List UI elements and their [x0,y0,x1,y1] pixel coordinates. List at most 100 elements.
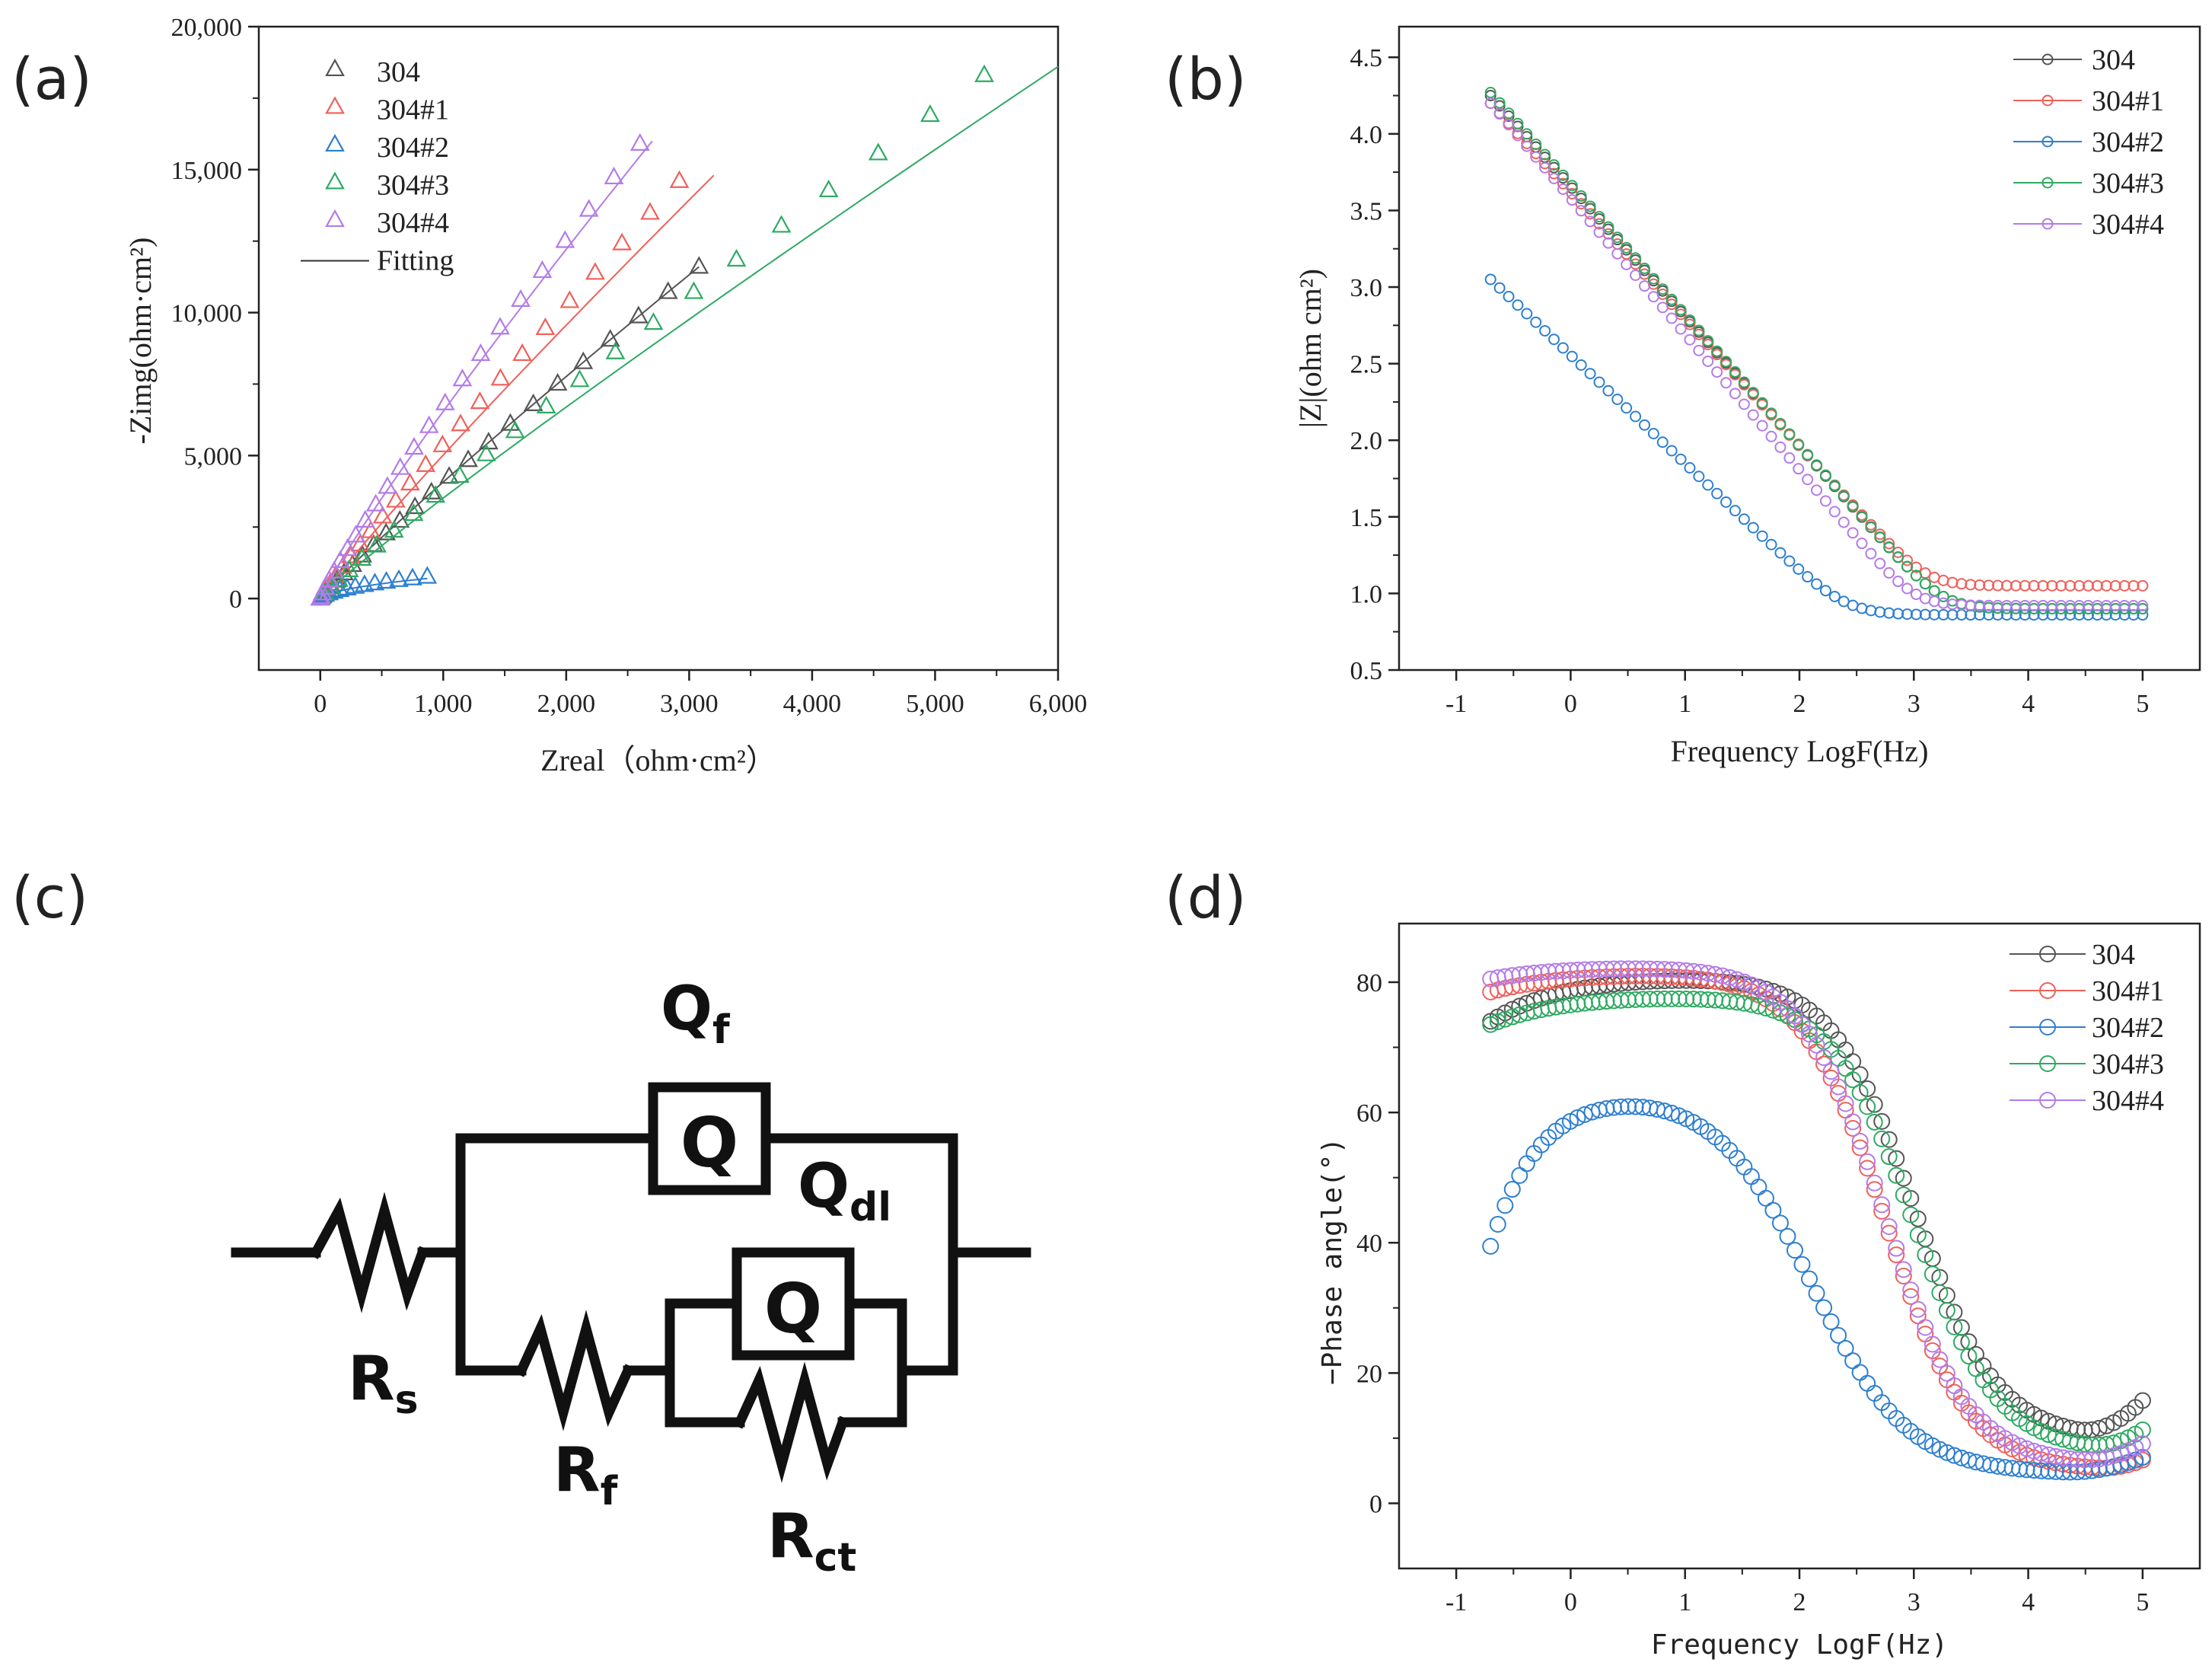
point-304-3 [1656,283,1669,295]
y-axis-title: -Zimg(ohm·cm²) [123,238,158,445]
point-304-4 [1895,1261,1912,1278]
legend-label: 304#4 [377,207,449,239]
legend-marker [2039,1055,2056,1072]
point-304-4 [1656,302,1669,314]
point-304-3 [1866,1113,1883,1131]
point-304-2 [1811,578,1823,590]
point-304-2 [1771,1214,1789,1232]
point-304-4 [2011,1437,2029,1454]
fit-line-304-3 [320,65,1059,599]
point-304-4 [2037,599,2049,611]
point-304-4 [2000,599,2013,611]
point-304-4 [1539,161,1551,174]
point-304-2 [1638,419,1650,431]
point-304-2 [1602,384,1614,397]
point-304-4 [1584,215,1596,228]
label-qdl: Qdl [798,1150,891,1230]
x-tick-label: 5 [2136,1588,2149,1616]
point-304-2 [403,567,422,586]
point-304-4 [1965,599,1977,611]
point-304-2 [1938,1444,1955,1461]
point-304-3 [1880,1148,1898,1166]
point-304-2 [1675,453,1687,465]
point-304-4 [1865,547,1877,560]
point-304-1 [1837,1102,1854,1119]
point-304-3 [1937,590,1949,602]
point-304-3 [1702,335,1714,347]
point-304-2 [1865,605,1877,617]
y-tick-label: 15,000 [171,157,243,185]
x-tick-label: 1 [1678,690,1691,718]
point-304-4 [1774,441,1786,453]
point-304-2 [1647,428,1659,440]
point-304-4 [1837,516,1850,528]
point-304-3 [2134,1422,2151,1439]
point-304-1 [1702,338,1714,350]
point-304-2 [1851,1364,1869,1381]
point-304-3 [1851,1083,1869,1101]
point-304-4 [1783,452,1796,464]
point-304-1 [669,170,690,188]
point-304-2 [1530,316,1542,328]
x-tick-label: 0 [1564,690,1577,718]
x-axis-title: Frequency LogF(Hz) [1651,1629,1948,1661]
point-304-3 [726,248,747,267]
point-304-4 [1611,247,1624,260]
point-304-4 [319,570,339,588]
point-304-1 [2046,579,2058,592]
point-304 [2134,1392,2151,1409]
point-304-3 [1684,314,1696,326]
point-304-2 [1738,513,1750,525]
point-304-3 [1484,87,1496,99]
point-304-4 [1830,1078,1847,1096]
point-304-1 [1892,546,1904,558]
point-304-4 [1756,420,1768,432]
x-tick-label: 1 [1678,1588,1691,1616]
point-304-3 [384,519,404,538]
point-304-3 [1756,397,1768,409]
point-304-1 [1888,1246,1905,1264]
point-304-2 [1837,1339,1854,1357]
point-304-2 [1765,538,1777,550]
point-304-1 [1873,1202,1891,1220]
point-304-3 [1729,365,1741,378]
cpe-qdl-symbol: Q [764,1269,823,1349]
resistor-rct [733,1361,849,1483]
point-304-3 [1638,263,1650,275]
point-304-4 [419,415,439,433]
point-304-4 [1530,151,1542,163]
point-304-1 [640,202,660,220]
point-304-2 [376,570,397,589]
point-304-1 [2109,579,2121,592]
point-304 [628,305,649,324]
point-304-4 [1647,291,1659,303]
point-304-3 [1811,459,1823,471]
resistor-rf [515,1310,635,1431]
legend-marker [325,171,345,190]
point-304-4 [511,289,531,307]
y-tick-label: 3.5 [1350,197,1383,225]
point-304 [523,393,543,412]
point-304-4 [1856,538,1868,550]
point-304-2 [1665,445,1678,457]
point-304-1 [2055,579,2067,592]
legend-label: 304 [377,56,420,88]
point-304-3 [450,464,470,483]
panel-label-d: (d) [1165,863,1247,931]
point-304-4 [1974,599,1986,611]
legend-label: 304#4 [2092,209,2164,241]
point-304-4 [629,132,650,151]
point-304-3 [1665,293,1678,305]
point-304-1 [2118,579,2131,592]
point-304 [600,329,620,347]
point-304-4 [1874,557,1886,570]
point-304-4 [452,369,473,387]
point-304-4 [2119,1442,2137,1460]
point-304 [1888,1150,1905,1167]
point-304-2 [1819,585,1831,597]
equivalent-circuit [231,1082,1031,1483]
y-tick-label: 3.0 [1350,274,1383,302]
point-304-1 [1991,579,2003,592]
point-304-4 [1793,463,1805,475]
legend-marker [325,58,345,77]
